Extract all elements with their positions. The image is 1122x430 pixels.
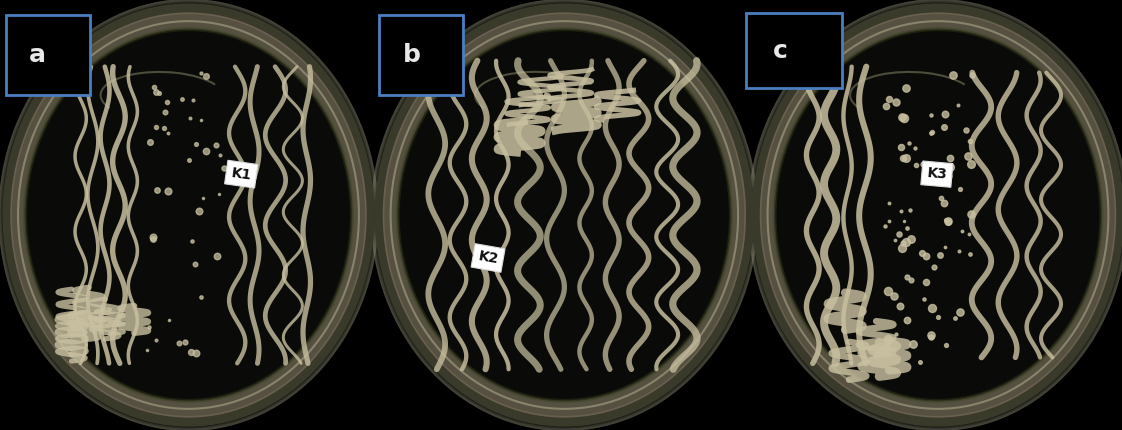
Text: K2: K2: [477, 249, 499, 267]
Ellipse shape: [752, 3, 1122, 427]
Text: K3: K3: [926, 166, 948, 182]
Bar: [746, 13, 842, 88]
Text: a: a: [29, 43, 46, 67]
Text: c: c: [773, 39, 788, 62]
Ellipse shape: [11, 13, 366, 417]
Text: K1: K1: [230, 166, 252, 182]
Ellipse shape: [384, 13, 745, 417]
Text: b: b: [403, 43, 421, 67]
Ellipse shape: [375, 3, 754, 427]
Ellipse shape: [2, 3, 375, 427]
Ellipse shape: [761, 13, 1115, 417]
Ellipse shape: [25, 29, 352, 401]
Ellipse shape: [774, 29, 1102, 401]
Bar: [379, 15, 463, 95]
Bar: [6, 15, 90, 95]
Ellipse shape: [397, 29, 732, 401]
